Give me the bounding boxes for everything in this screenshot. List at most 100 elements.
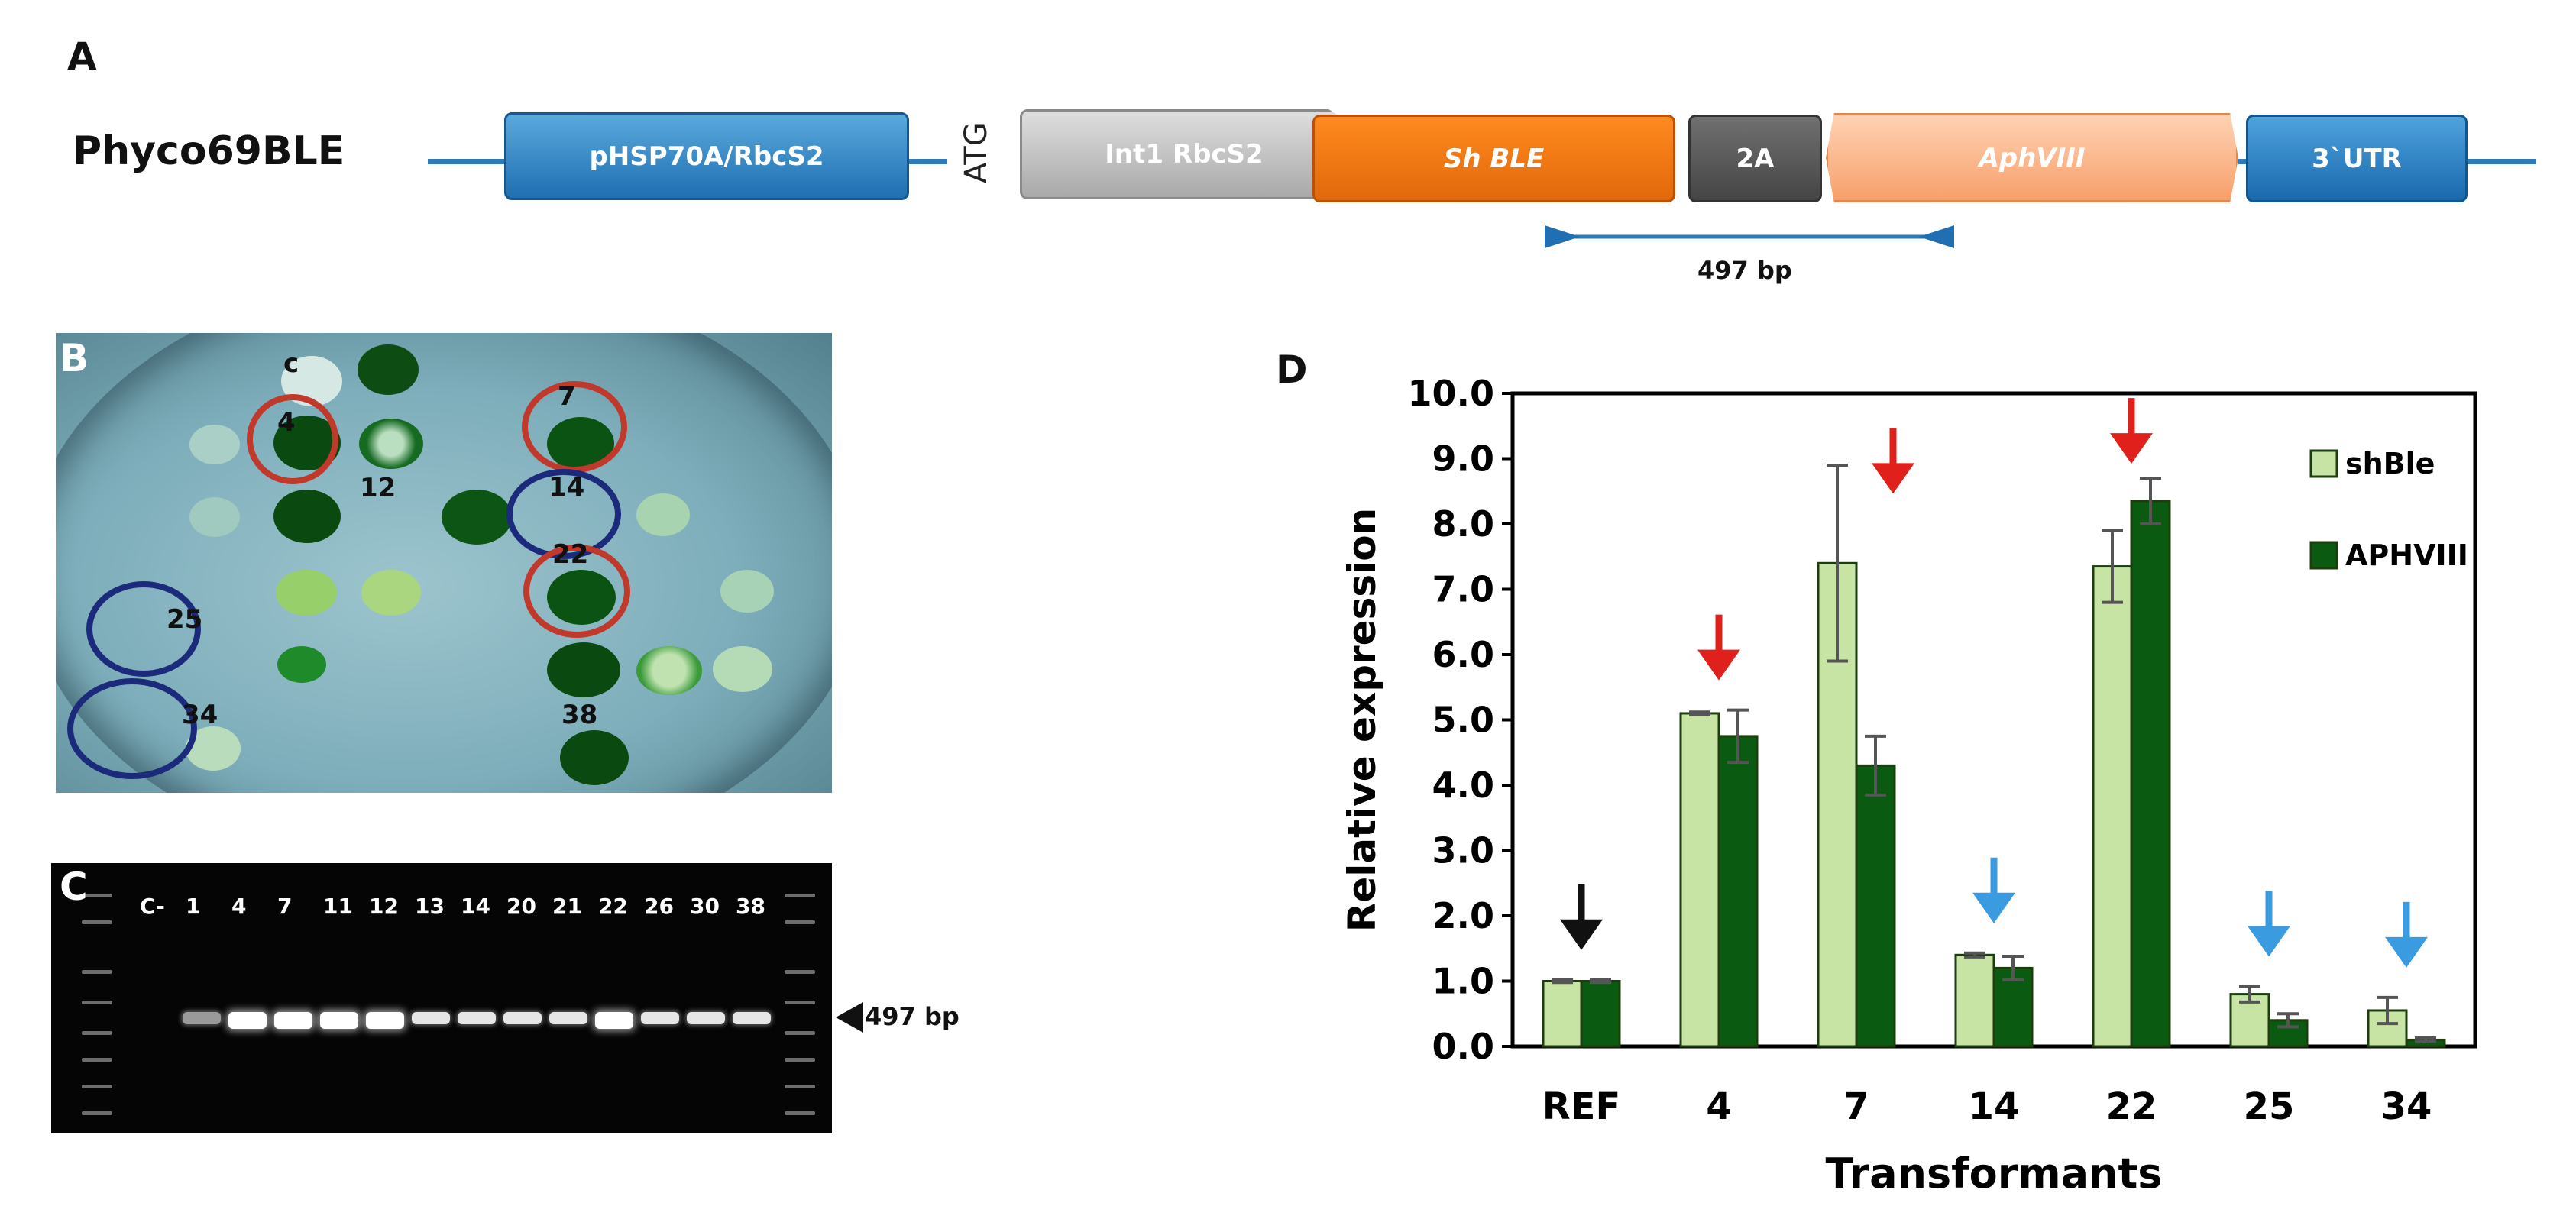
construct-name: Phyco69BLE <box>73 128 345 174</box>
intron-box: Int1 RbcS2 <box>1020 109 1348 199</box>
lane-label: 14 <box>461 894 490 919</box>
y-tick-label: 10.0 <box>1408 373 1495 414</box>
colony-row5-2 <box>547 642 620 697</box>
indicator-arrowhead <box>1697 649 1740 681</box>
ladder-band <box>82 1111 112 1115</box>
bar-aphviii <box>1580 980 1621 1048</box>
colony-row5-4 <box>713 646 772 692</box>
x-tick-label: 22 <box>2106 1085 2157 1128</box>
lane-label: 12 <box>369 894 399 919</box>
indicator-arrowhead <box>2110 433 2153 464</box>
y-tick-label: 7.0 <box>1432 569 1495 610</box>
y-tick-label: 6.0 <box>1432 634 1495 675</box>
lane-label: 4 <box>231 894 247 919</box>
pcr-band <box>274 1012 312 1029</box>
legend-label: shBle <box>2345 447 2435 480</box>
dish-label-4: 4 <box>277 407 296 438</box>
pcr-band <box>641 1012 679 1024</box>
bar-aphviii <box>1717 735 1759 1048</box>
ladder-band <box>785 920 815 924</box>
plasmid-backbone-right <box>2468 159 2536 164</box>
ladder-band <box>785 894 815 897</box>
legend-swatch <box>2309 541 2338 570</box>
colony-mid-2 <box>442 490 512 545</box>
dish-label-7: 7 <box>558 381 576 412</box>
y-axis-title: Relative expression <box>1340 508 1384 932</box>
colony-top-1 <box>358 344 419 395</box>
y-tick-label: 0.0 <box>1432 1026 1495 1067</box>
panel-c-letter: C <box>60 865 88 909</box>
colony-row5-3 <box>636 646 702 695</box>
linker-2a-box: 2A <box>1688 115 1822 202</box>
colony-row2-a <box>189 497 240 537</box>
plot-frame <box>1510 391 2477 1049</box>
gel-image: C- 1 4 7 11 12 13 14 20 21 22 26 30 38 <box>51 863 832 1133</box>
ring-high-4 <box>247 394 338 484</box>
lane-label: 11 <box>323 894 353 919</box>
x-axis-title: Transformants <box>1826 1150 2163 1198</box>
colony-row4-2 <box>361 570 421 616</box>
plasmid-backbone-mid <box>909 159 947 164</box>
pcr-band <box>458 1012 496 1024</box>
panel-a-letter: A <box>67 34 97 79</box>
plasmid-backbone-left <box>428 159 504 164</box>
indicator-arrowhead <box>1972 892 2015 923</box>
shble-box: Sh BLE <box>1312 115 1675 202</box>
lane-label: 21 <box>552 894 582 919</box>
pcr-band <box>733 1012 771 1024</box>
x-tick-label: 25 <box>2244 1085 2295 1128</box>
ladder-band <box>82 920 112 924</box>
x-tick-label: REF <box>1542 1085 1621 1128</box>
colony-row3-r <box>720 570 774 613</box>
ladder-band <box>82 1031 112 1035</box>
ring-low-25 <box>86 581 201 677</box>
y-tick-label: 4.0 <box>1432 765 1495 806</box>
indicator-arrowhead <box>2248 926 2290 957</box>
lane-label: 26 <box>644 894 674 919</box>
amplicon-arrow <box>1545 225 1954 248</box>
y-tick-label: 2.0 <box>1432 895 1495 936</box>
lane-label: 1 <box>186 894 201 919</box>
bar-shble <box>1954 953 1995 1048</box>
pcr-band <box>183 1012 221 1024</box>
lane-label: C- <box>140 894 165 919</box>
y-tick-label: 1.0 <box>1432 961 1495 1002</box>
y-tick-label: 3.0 <box>1432 830 1495 871</box>
ladder-band <box>82 1085 112 1088</box>
ladder-band <box>785 1085 815 1088</box>
marker-size-label: 497 bp <box>865 1002 960 1031</box>
y-tick-label: 8.0 <box>1432 503 1495 545</box>
bar-shble <box>1679 712 1720 1048</box>
lane-label: 38 <box>736 894 765 919</box>
legend-label: APHVIII <box>2345 538 2468 572</box>
lane-label: 7 <box>277 894 293 919</box>
lane-label: 20 <box>506 894 536 919</box>
bar-shble <box>2092 565 2133 1048</box>
y-tick-label: 5.0 <box>1432 700 1495 741</box>
colony-row1-a <box>189 425 240 464</box>
amplicon-size-label: 497 bp <box>1697 256 1792 285</box>
lane-label: 30 <box>690 894 720 919</box>
start-codon-label: ATG <box>959 122 994 183</box>
ladder-band <box>785 1031 815 1035</box>
colony-38 <box>560 730 629 785</box>
ladder-band <box>82 894 112 897</box>
colony-12 <box>359 419 423 469</box>
dish-label-25: 25 <box>167 604 203 635</box>
aphviii-box: AphVIII <box>1826 113 2238 202</box>
dish-label-12: 12 <box>360 473 396 503</box>
colony-row5-1 <box>277 646 326 683</box>
lane-label: 13 <box>415 894 445 919</box>
pcr-band <box>228 1012 267 1029</box>
pcr-band <box>366 1012 404 1029</box>
ladder-band <box>785 1058 815 1062</box>
pcr-band <box>503 1012 542 1024</box>
marker-arrow <box>836 1002 863 1033</box>
x-tick-label: 4 <box>1706 1085 1731 1128</box>
ladder-band <box>785 1001 815 1004</box>
ladder-band <box>82 970 112 974</box>
pcr-band <box>687 1012 725 1024</box>
expression-chart: 0.0 1.0 2.0 3.0 4.0 5.0 6.0 7.0 8.0 9.0 10.0 REF 4 7 1… <box>1340 373 2477 1198</box>
ring-low-34 <box>67 678 197 779</box>
panel-b-letter: B <box>60 336 89 380</box>
